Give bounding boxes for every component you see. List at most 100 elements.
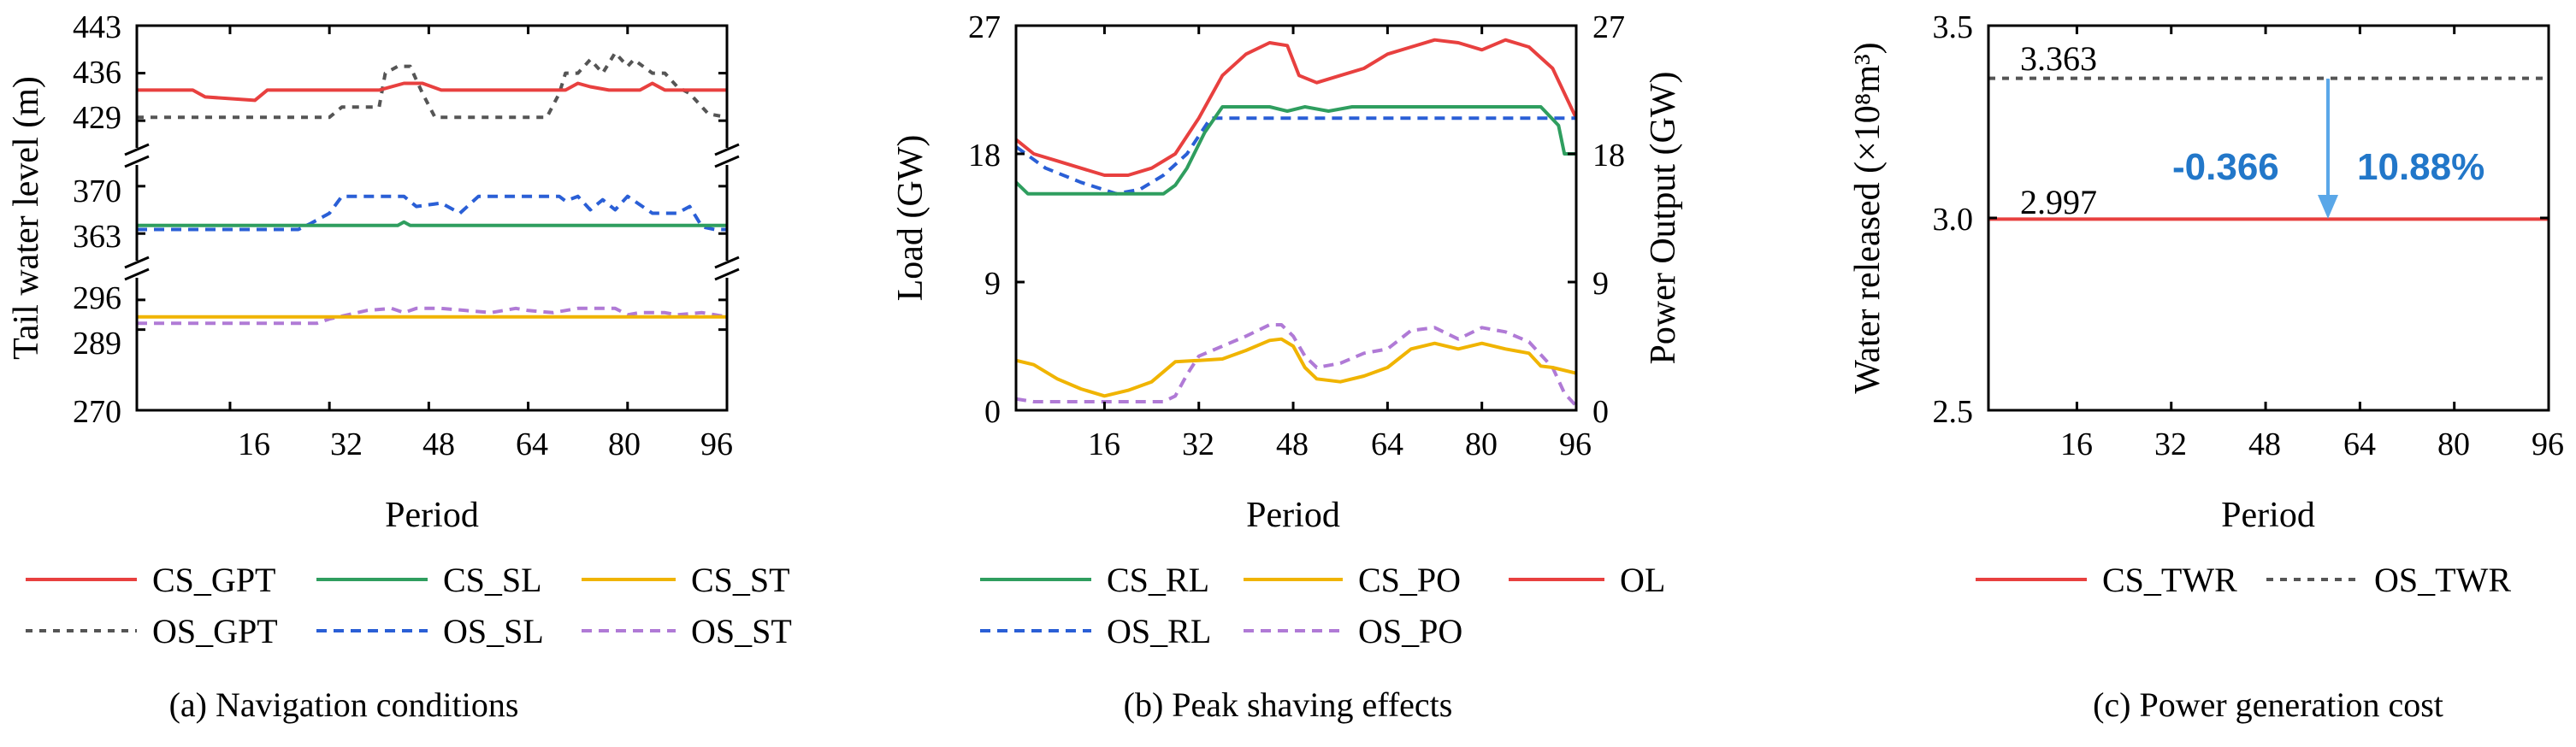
legend-item-os-st: OS_ST <box>582 612 792 650</box>
panel-c-x-tick-32: 32 <box>2154 426 2187 462</box>
legend-label: OS_PO <box>1358 612 1462 650</box>
panel-a-frame <box>135 24 729 412</box>
panel-a-y-tick-370: 370 <box>73 174 121 209</box>
legend-label: OS_ST <box>691 612 792 650</box>
series-cs-gpt <box>137 81 727 103</box>
legend-item-cs-twr: CS_TWR <box>1976 561 2237 599</box>
panel-a-y-tick-289: 289 <box>73 326 121 362</box>
panel-a-y-label: Tail water level (m) <box>7 76 46 360</box>
annotation-os-value: 3.363 <box>2020 39 2097 78</box>
panel-b-x-label: Period <box>1246 496 1340 535</box>
panel-c-ticks <box>1988 24 2550 412</box>
series-os-gpt <box>137 50 727 120</box>
panel-c-x-tick-80: 80 <box>2437 426 2470 462</box>
panel-a-x-label: Period <box>385 496 479 535</box>
legend-label: CS_ST <box>691 561 790 599</box>
series-cs-rl <box>1016 105 1576 196</box>
panel-c-y-tick-3.0: 3.0 <box>1933 202 1974 238</box>
panel-c-plot <box>1987 24 2550 412</box>
panel-b-ticks <box>1016 24 1578 412</box>
legend-item-cs-gpt: CS_GPT <box>26 561 276 599</box>
legend-label: OS_GPT <box>152 612 278 650</box>
legend-label: CS_GPT <box>152 561 276 599</box>
series-cs-sl <box>137 220 727 227</box>
panel-b-x-tick-16: 16 <box>1088 426 1120 462</box>
panel-a-x-tick-16: 16 <box>238 426 270 462</box>
axis-break-mark <box>714 143 740 156</box>
panel-b-y2-tick-27: 27 <box>1592 9 1625 45</box>
panel-a-x-tick-32: 32 <box>330 426 363 462</box>
legend-label: CS_TWR <box>2102 561 2237 599</box>
panel-b-x-tick-32: 32 <box>1182 426 1214 462</box>
axis-break-mark <box>124 268 150 281</box>
panel-b-x-tick-96: 96 <box>1559 426 1592 462</box>
panel-c-x-tick-96: 96 <box>2532 426 2564 462</box>
legend-item-ol: OL <box>1509 561 1665 599</box>
panel-c-x-label: Period <box>2221 496 2315 535</box>
legend-label: CS_SL <box>443 561 542 599</box>
panel-a-y-tick-363: 363 <box>73 219 121 255</box>
axis-break-mark <box>714 155 740 168</box>
panel-b-y-tick-0: 0 <box>984 394 1001 430</box>
panel-a-y-tick-429: 429 <box>73 100 121 136</box>
panel-b-x-tick-80: 80 <box>1465 426 1498 462</box>
series-os-po <box>1016 323 1576 408</box>
legend-item-cs-po: CS_PO <box>1244 561 1461 599</box>
axis-break-mark <box>714 256 740 269</box>
legend-label: CS_PO <box>1358 561 1461 599</box>
panel-b-plot <box>1014 24 1578 412</box>
legend-label: OS_RL <box>1107 612 1211 650</box>
series-os-sl <box>137 194 727 232</box>
panel-c-y-tick-3.5: 3.5 <box>1933 9 1974 45</box>
legend-item-os-sl: OS_SL <box>316 612 544 650</box>
series-os-rl <box>1016 116 1576 196</box>
panel-b-y-tick-27: 27 <box>968 9 1001 45</box>
panel-a-y-tick-436: 436 <box>73 55 121 91</box>
legend-label: OS_TWR <box>2374 561 2511 599</box>
series-ol <box>1016 38 1576 177</box>
legend-item-cs-sl: CS_SL <box>316 561 542 599</box>
annotation-percent: 10.88% <box>2357 146 2484 188</box>
annotation-cs-value: 2.997 <box>2020 183 2097 221</box>
series-os-st <box>137 306 727 326</box>
legend-item-cs-rl: CS_RL <box>980 561 1209 599</box>
legend-label: OL <box>1620 561 1665 599</box>
panel-c-x-tick-48: 48 <box>2248 426 2281 462</box>
panel-c-legend: CS_TWR OS_TWR <box>1976 561 2511 599</box>
panel-b: 27 18 9 0 27 18 9 0 16 32 48 64 80 96 Pe… <box>891 9 1683 724</box>
panel-b-y-tick-9: 9 <box>984 266 1001 302</box>
panel-b-legend: CS_RL CS_PO OL OS_RL OS_PO <box>980 561 1665 650</box>
panel-a-x-tick-48: 48 <box>422 426 455 462</box>
panel-b-y-tick-18: 18 <box>968 138 1001 174</box>
panel-a-caption: (a) Navigation conditions <box>169 685 519 724</box>
axis-break-mark <box>124 256 150 269</box>
panel-c-x-tick-16: 16 <box>2060 426 2093 462</box>
panel-b-y-label: Load (GW) <box>891 135 931 302</box>
panel-a-legend: CS_GPT CS_SL CS_ST OS_GPT OS_SL OS_ST <box>26 561 792 650</box>
panel-c: 3.5 3.0 2.5 16 32 48 64 80 96 Period Wat… <box>1848 9 2564 724</box>
panel-a: 443 436 429 370 363 296 289 270 16 32 48… <box>7 9 792 724</box>
panel-b-y2-label: Power Output (GW) <box>1644 72 1683 365</box>
axis-break-mark <box>714 268 740 281</box>
panel-b-frame <box>1014 24 1578 412</box>
panel-a-plot <box>124 24 740 412</box>
legend-item-os-twr: OS_TWR <box>2266 561 2511 599</box>
legend-item-cs-st: CS_ST <box>582 561 790 599</box>
panel-b-x-tick-64: 64 <box>1371 426 1403 462</box>
panel-c-y-label: Water released (×10⁸m³) <box>1848 42 1888 393</box>
panel-b-caption: (b) Peak shaving effects <box>1124 685 1453 724</box>
legend-label: CS_RL <box>1107 561 1209 599</box>
panel-c-x-tick-64: 64 <box>2343 426 2376 462</box>
panel-b-y2-tick-18: 18 <box>1592 138 1625 174</box>
panel-a-x-tick-80: 80 <box>608 426 641 462</box>
legend-item-os-gpt: OS_GPT <box>26 612 278 650</box>
panel-a-ticks <box>137 24 729 412</box>
axis-break-mark <box>124 155 150 168</box>
panel-b-y2-tick-0: 0 <box>1592 394 1609 430</box>
legend-item-os-po: OS_PO <box>1244 612 1462 650</box>
panel-b-x-tick-48: 48 <box>1276 426 1309 462</box>
panel-a-x-tick-64: 64 <box>516 426 548 462</box>
legend-label: OS_SL <box>443 612 544 650</box>
series-cs-po <box>1016 337 1576 398</box>
